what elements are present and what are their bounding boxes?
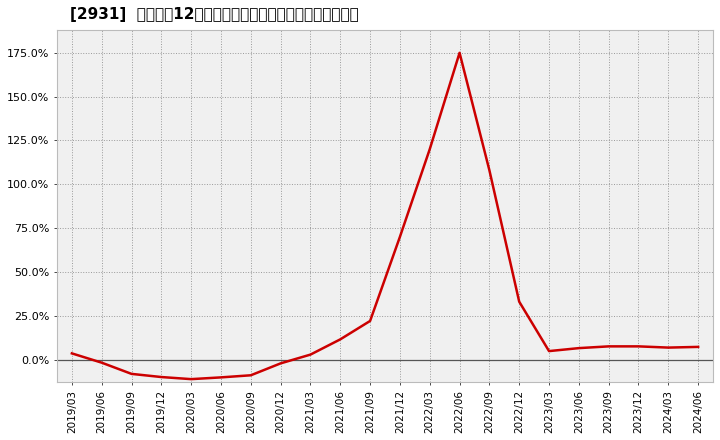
Text: [2931]  売上高の12か月移動合計の対前年同期増減率の推移: [2931] 売上高の12か月移動合計の対前年同期増減率の推移	[70, 7, 359, 22]
